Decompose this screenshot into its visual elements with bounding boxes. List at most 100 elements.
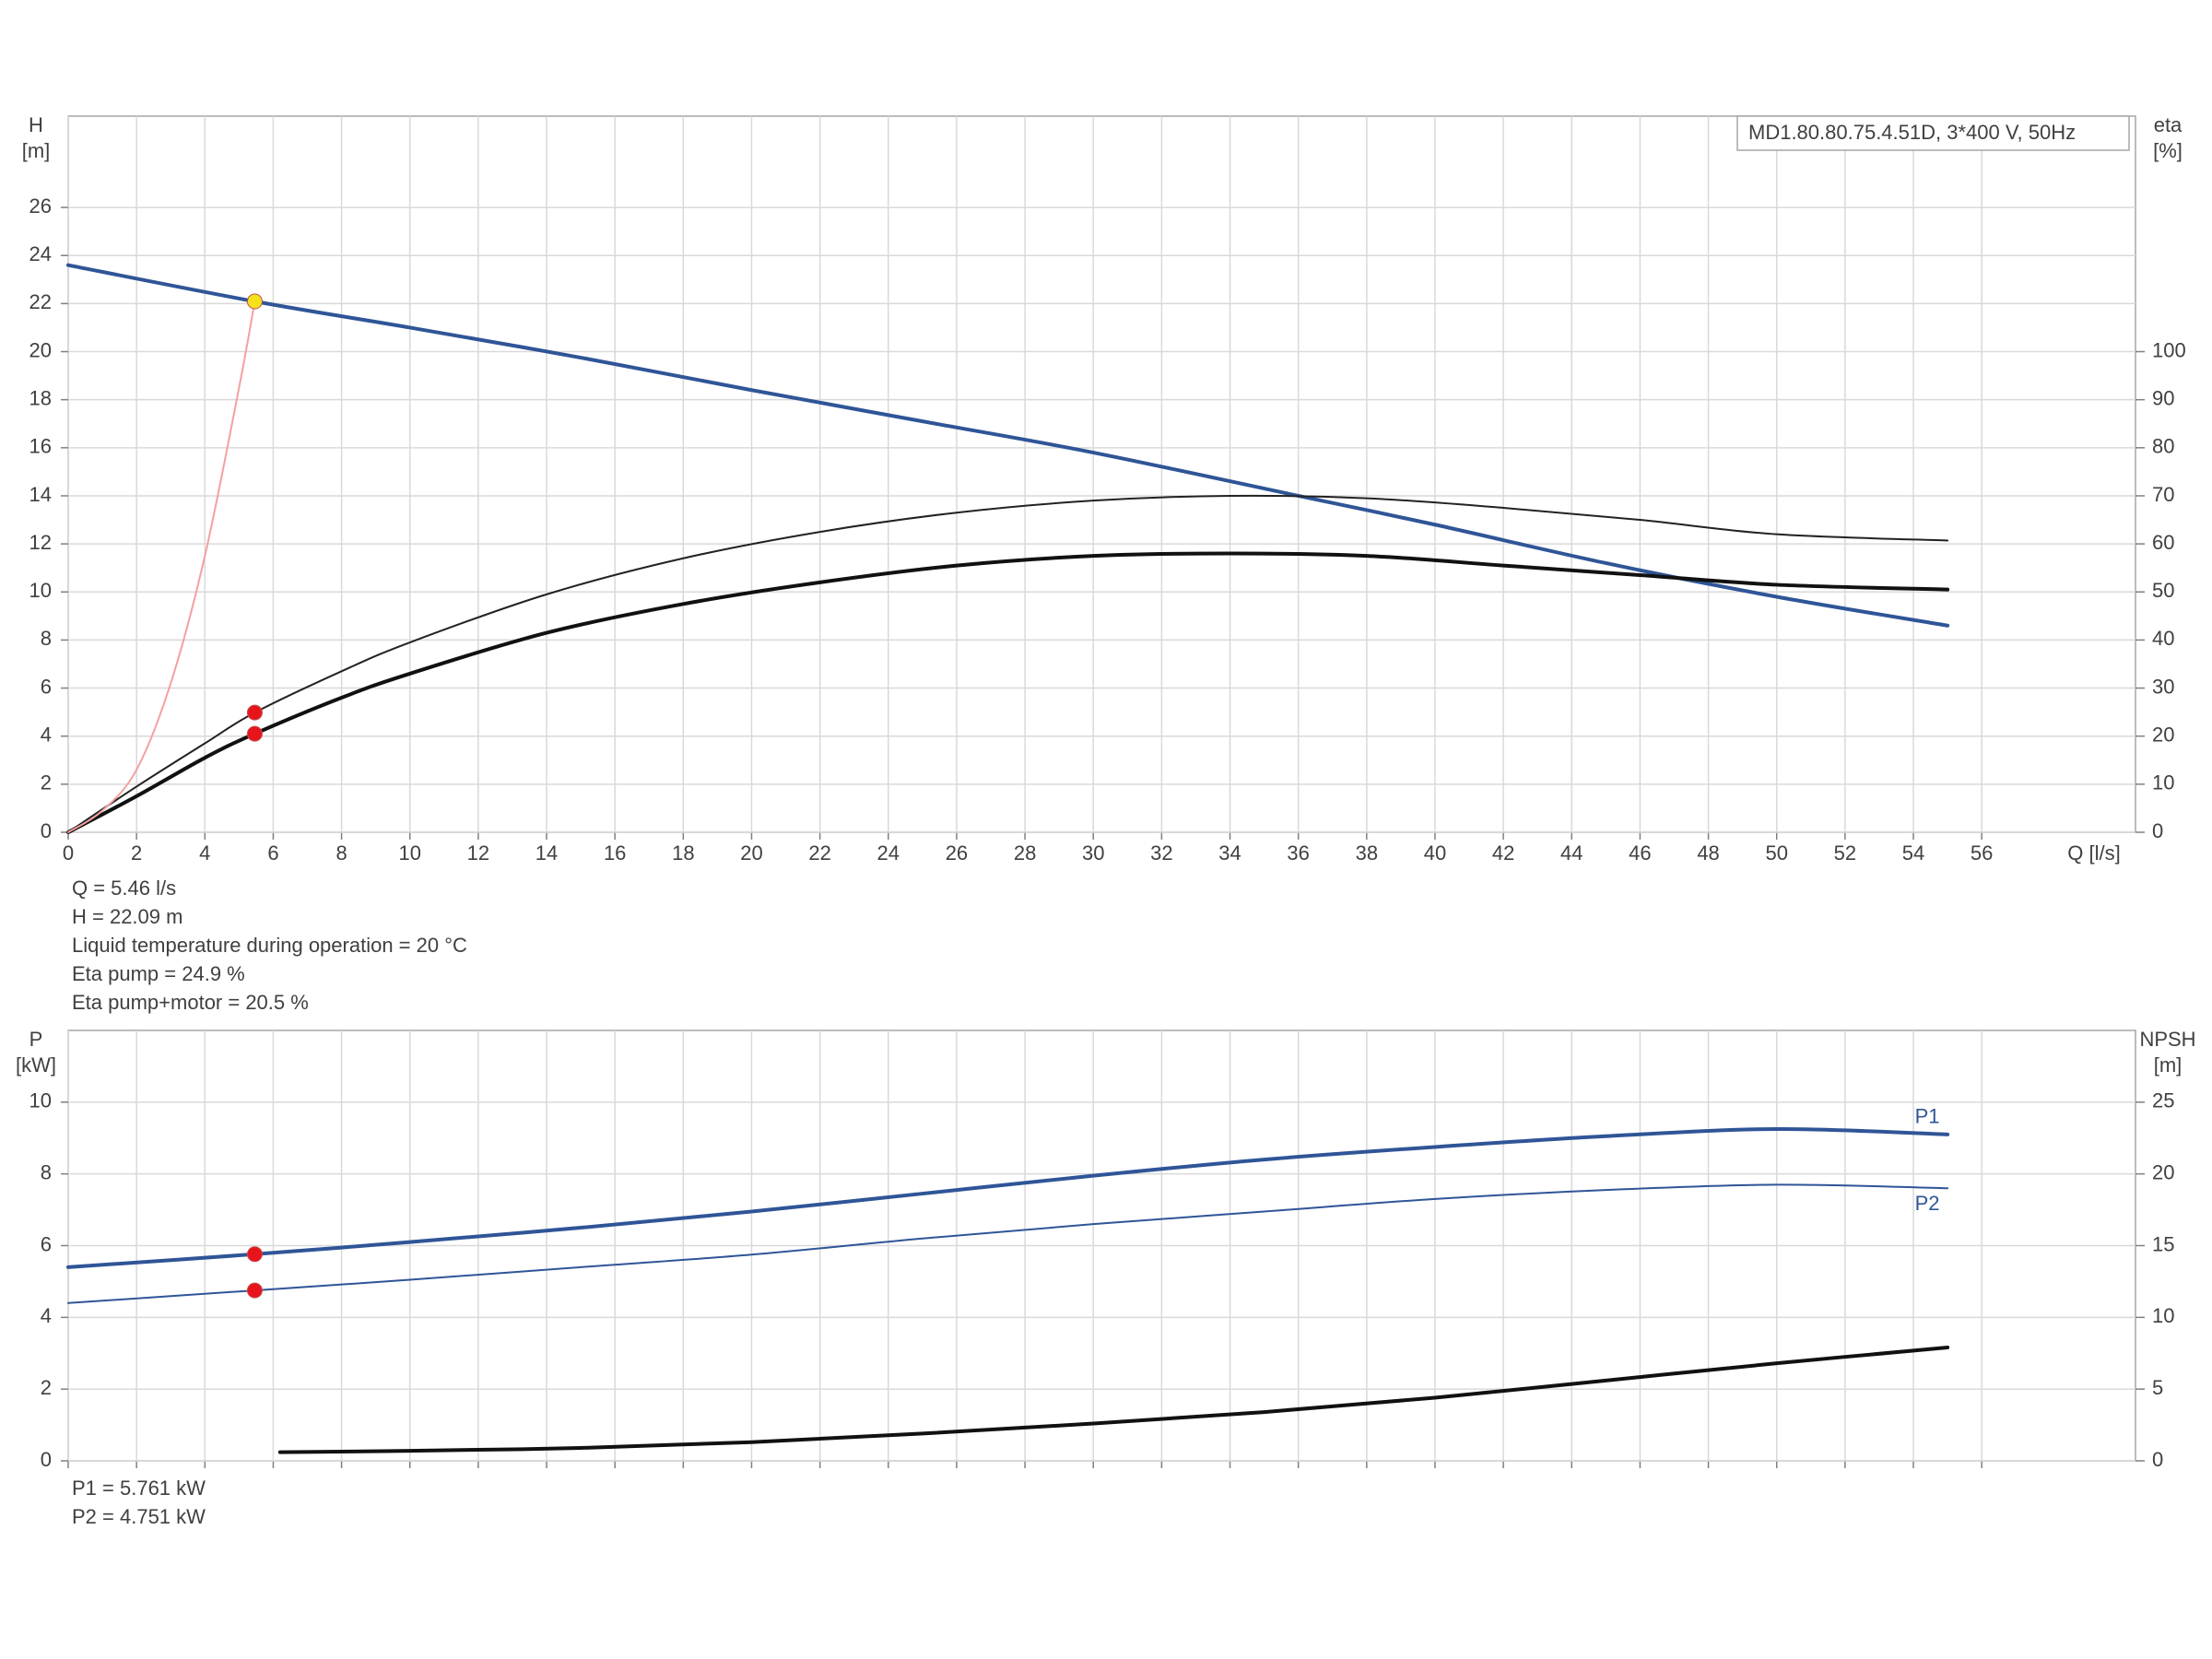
y2-tick-label: 10 — [2152, 1304, 2174, 1327]
y-tick-label: 14 — [29, 483, 52, 506]
model-label: MD1.80.80.75.4.51D, 3*400 V, 50Hz — [1748, 121, 2076, 144]
x-tick-label: 34 — [1218, 841, 1241, 865]
y2-axis-label: [%] — [2153, 139, 2183, 162]
x-tick-label: 4 — [199, 841, 210, 865]
x-tick-label: 26 — [946, 841, 968, 865]
y2-tick-label: 40 — [2152, 627, 2174, 650]
x-tick-label: 30 — [1082, 841, 1104, 865]
y-tick-label: 12 — [29, 531, 52, 554]
y2-tick-label: 60 — [2152, 531, 2174, 554]
y-tick-label: 0 — [41, 1448, 52, 1471]
y-tick-label: 2 — [41, 1376, 52, 1399]
y-tick-label: 8 — [41, 1160, 52, 1183]
y-tick-label: 22 — [29, 290, 52, 313]
annotation: Liquid temperature during operation = 20… — [72, 934, 467, 957]
curve — [67, 300, 256, 833]
x-tick-label: 0 — [63, 841, 74, 865]
curve — [66, 1127, 1950, 1269]
x-tick-label: 10 — [399, 841, 421, 865]
operating-point — [246, 725, 263, 742]
y-tick-label: 24 — [29, 242, 52, 265]
x-tick-label: 2 — [131, 841, 142, 865]
x-tick-label: 52 — [1834, 841, 1856, 865]
series-label: P2 — [1915, 1192, 1940, 1215]
y2-tick-label: 0 — [2152, 1448, 2163, 1471]
y2-tick-label: 80 — [2152, 435, 2174, 458]
annotation: P2 = 4.751 kW — [72, 1505, 206, 1528]
x-tick-label: 38 — [1356, 841, 1378, 865]
y2-axis-label: NPSH — [2139, 1028, 2195, 1051]
x-tick-label: 50 — [1765, 841, 1787, 865]
annotation: H = 22.09 m — [72, 905, 182, 928]
y2-tick-label: 100 — [2152, 338, 2186, 361]
curve — [277, 1346, 1950, 1454]
x-tick-label: 36 — [1287, 841, 1309, 865]
y2-tick-label: 0 — [2152, 819, 2163, 842]
x-tick-label: 20 — [740, 841, 762, 865]
y-tick-label: 10 — [29, 579, 52, 602]
y-tick-label: 10 — [29, 1089, 52, 1112]
x-tick-label: 8 — [335, 841, 347, 865]
y2-axis-label: [m] — [2154, 1053, 2183, 1077]
y-tick-label: 0 — [41, 819, 52, 842]
y-tick-label: 26 — [29, 194, 52, 218]
x-axis-label: Q [l/s] — [2067, 841, 2120, 865]
y2-tick-label: 50 — [2152, 579, 2174, 602]
y-tick-label: 18 — [29, 386, 52, 409]
curve — [67, 1183, 1949, 1304]
y2-tick-label: 20 — [2152, 724, 2174, 747]
y-tick-label: 4 — [41, 724, 52, 747]
x-tick-label: 6 — [267, 841, 278, 865]
y2-tick-label: 70 — [2152, 483, 2174, 506]
x-tick-label: 48 — [1697, 841, 1719, 865]
x-tick-label: 46 — [1629, 841, 1651, 865]
annotation: Eta pump = 24.9 % — [72, 962, 245, 985]
x-tick-label: 14 — [535, 841, 558, 865]
x-tick-label: 12 — [467, 841, 489, 865]
x-tick-label: 22 — [808, 841, 830, 865]
y-axis-label: H — [29, 113, 43, 136]
y2-tick-label: 25 — [2152, 1089, 2174, 1112]
curve — [66, 551, 1950, 834]
y2-tick-label: 30 — [2152, 675, 2174, 698]
x-tick-label: 56 — [1971, 841, 1993, 865]
y-axis-label: P — [29, 1028, 43, 1051]
annotation: Eta pump+motor = 20.5 % — [72, 991, 309, 1014]
x-tick-label: 42 — [1492, 841, 1514, 865]
operating-point — [246, 704, 263, 721]
y-tick-label: 4 — [41, 1304, 52, 1327]
y-tick-label: 6 — [41, 1232, 52, 1255]
curve — [67, 494, 1949, 833]
x-tick-label: 32 — [1150, 841, 1172, 865]
y2-tick-label: 5 — [2152, 1376, 2163, 1399]
operating-point — [246, 293, 263, 310]
curve — [66, 263, 1950, 628]
plot-area — [67, 115, 2136, 833]
y-tick-label: 2 — [41, 771, 52, 794]
x-tick-label: 54 — [1902, 841, 1924, 865]
y-tick-label: 8 — [41, 627, 52, 650]
operating-point — [246, 1246, 263, 1263]
x-tick-label: 44 — [1560, 841, 1583, 865]
model-box — [1736, 115, 2130, 151]
x-tick-label: 16 — [604, 841, 626, 865]
operating-point — [246, 1282, 263, 1299]
x-tick-label: 28 — [1014, 841, 1036, 865]
y-axis-label: [kW] — [16, 1053, 56, 1077]
x-tick-label: 18 — [672, 841, 694, 865]
annotation: Q = 5.46 l/s — [72, 877, 176, 900]
x-tick-label: 24 — [877, 841, 900, 865]
y2-tick-label: 90 — [2152, 386, 2174, 409]
y-tick-label: 16 — [29, 435, 52, 458]
y2-axis-label: eta — [2154, 113, 2183, 136]
y2-tick-label: 10 — [2152, 771, 2174, 794]
series-label: P1 — [1915, 1105, 1940, 1128]
y-axis-label: [m] — [22, 139, 51, 162]
y2-tick-label: 20 — [2152, 1160, 2174, 1183]
annotation: P1 = 5.761 kW — [72, 1477, 206, 1500]
y2-tick-label: 15 — [2152, 1232, 2174, 1255]
x-tick-label: 40 — [1424, 841, 1446, 865]
y-tick-label: 20 — [29, 338, 52, 361]
